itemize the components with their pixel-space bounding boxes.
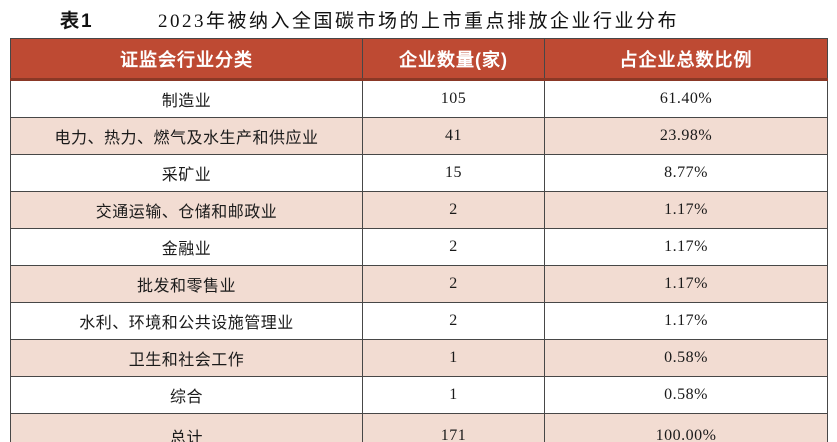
industry-distribution-table: 证监会行业分类 企业数量(家) 占企业总数比例 制造业 105 61.40% 电力、热… [10, 38, 828, 442]
table-row: 卫生和社会工作 1 0.58% [10, 339, 828, 377]
header-industry-classification: 证监会行业分类 [10, 38, 363, 81]
header-company-count: 企业数量(家) [362, 38, 545, 81]
industry-cell: 批发和零售业 [10, 265, 363, 303]
table-body: 制造业 105 61.40% 电力、热力、燃气及水生产和供应业 41 23.98% 采矿业 1… [10, 79, 828, 442]
industry-cell: 采矿业 [10, 154, 363, 192]
table-row: 交通运输、仓储和邮政业 2 1.17% [10, 191, 828, 229]
industry-cell: 金融业 [10, 228, 363, 266]
header-row: 证监会行业分类 企业数量(家) 占企业总数比例 [10, 38, 828, 81]
count-cell: 2 [362, 191, 545, 229]
total-row: 总计 171 100.00% [10, 413, 828, 442]
count-cell: 171 [362, 413, 545, 442]
table-row: 批发和零售业 2 1.17% [10, 265, 828, 303]
industry-cell: 总计 [10, 413, 363, 442]
percent-cell: 1.17% [544, 228, 828, 266]
count-cell: 41 [362, 117, 545, 155]
percent-cell: 0.58% [544, 339, 828, 377]
table-row: 电力、热力、燃气及水生产和供应业 41 23.98% [10, 117, 828, 155]
count-cell: 1 [362, 339, 545, 377]
industry-cell: 卫生和社会工作 [10, 339, 363, 377]
table-number-label: 表1 [60, 11, 94, 32]
count-cell: 1 [362, 376, 545, 414]
percent-cell: 1.17% [544, 302, 828, 340]
count-cell: 2 [362, 265, 545, 303]
table-row: 采矿业 15 8.77% [10, 154, 828, 192]
count-cell: 15 [362, 154, 545, 192]
table-row: 水利、环境和公共设施管理业 2 1.17% [10, 302, 828, 340]
industry-cell: 制造业 [10, 79, 363, 118]
industry-cell: 水利、环境和公共设施管理业 [10, 302, 363, 340]
percent-cell: 0.58% [544, 376, 828, 414]
table-row: 综合 1 0.58% [10, 376, 828, 414]
percent-cell: 1.17% [544, 191, 828, 229]
percent-cell: 61.40% [544, 79, 828, 118]
percent-cell: 8.77% [544, 154, 828, 192]
industry-cell: 综合 [10, 376, 363, 414]
table-title: 2023年被纳入全国碳市场的上市重点排放企业行业分布 [157, 11, 679, 32]
header-percentage: 占企业总数比例 [544, 38, 828, 81]
count-cell: 105 [362, 79, 545, 118]
table-row: 制造业 105 61.40% [10, 79, 828, 118]
percent-cell: 100.00% [544, 413, 828, 442]
table-caption: 表1 2023年被纳入全国碳市场的上市重点排放企业行业分布 [0, 7, 837, 37]
count-cell: 2 [362, 228, 545, 266]
count-cell: 2 [362, 302, 545, 340]
table-row: 金融业 2 1.17% [10, 228, 828, 266]
industry-cell: 电力、热力、燃气及水生产和供应业 [10, 117, 363, 155]
industry-cell: 交通运输、仓储和邮政业 [10, 191, 363, 229]
percent-cell: 23.98% [544, 117, 828, 155]
percent-cell: 1.17% [544, 265, 828, 303]
